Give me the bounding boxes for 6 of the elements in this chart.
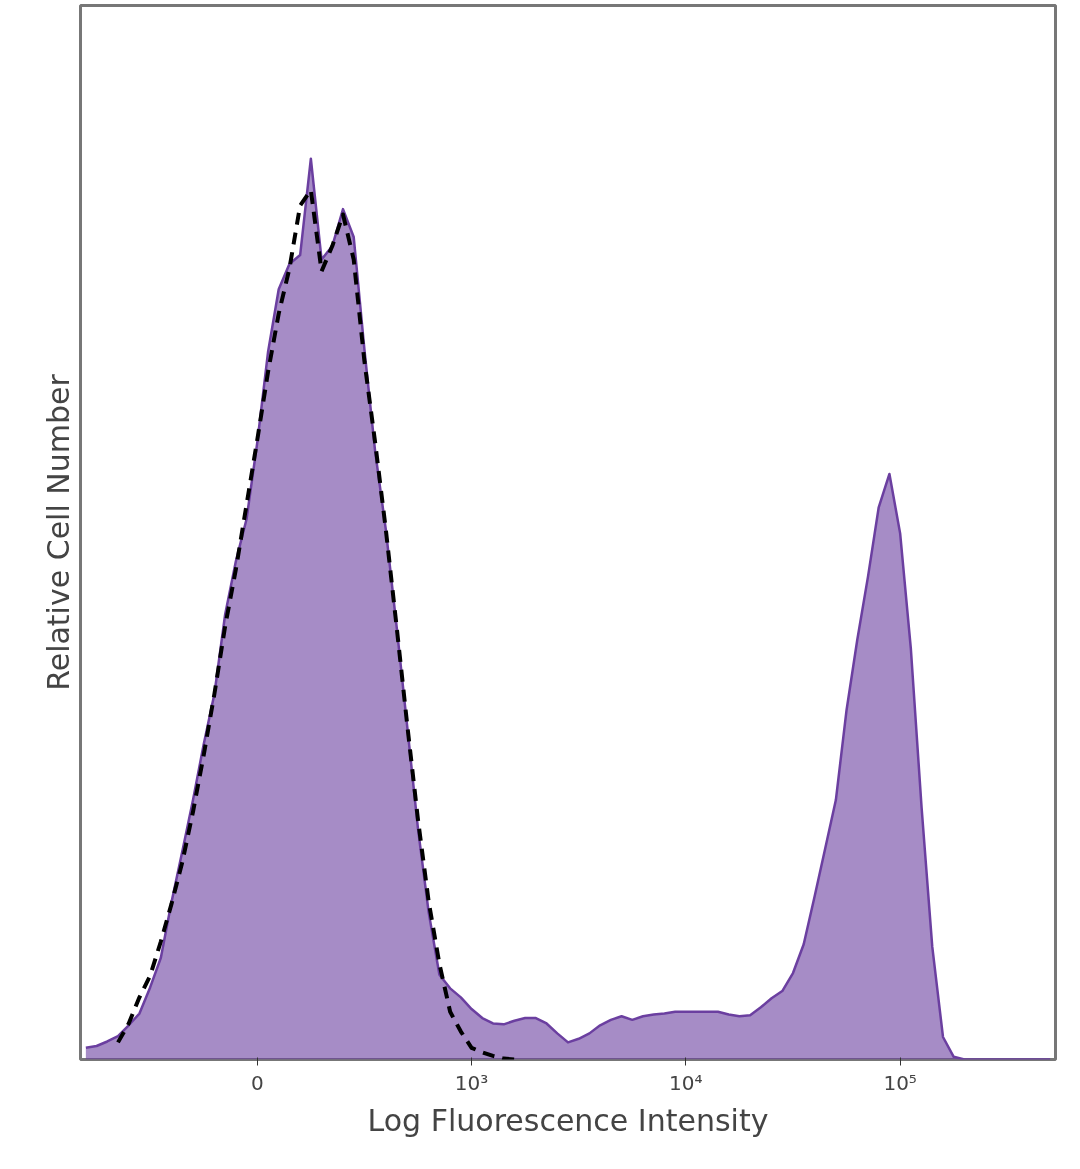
x-tick-label: 10³ [454, 1070, 489, 1095]
x-tick-label: 0 [250, 1070, 264, 1095]
x-tick-label: 10⁴ [669, 1070, 703, 1095]
x-tick-label: 10⁵ [883, 1070, 917, 1095]
x-axis-title: Log Fluorescence Intensity [367, 1102, 769, 1138]
y-axis-title: Relative Cell Number [40, 373, 76, 691]
